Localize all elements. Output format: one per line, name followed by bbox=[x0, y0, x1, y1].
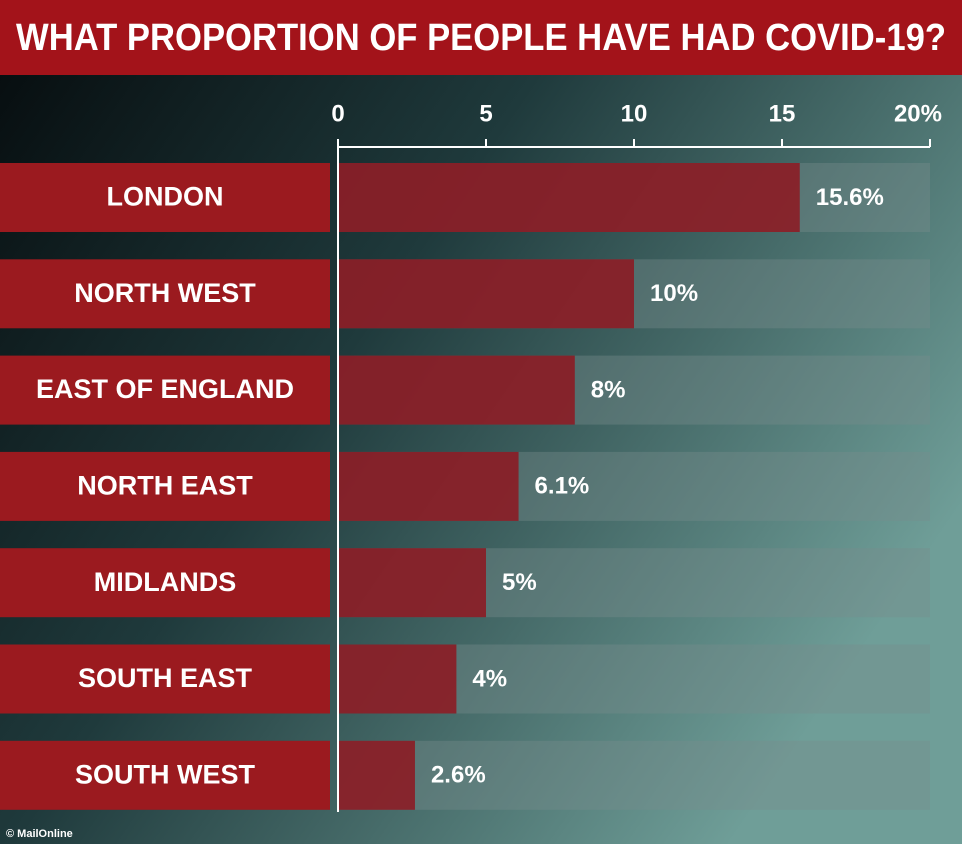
bar-track bbox=[338, 740, 930, 810]
category-box bbox=[0, 451, 330, 521]
category-label: SOUTH EAST bbox=[78, 663, 253, 693]
value-label: 8% bbox=[591, 376, 626, 403]
value-label: 10% bbox=[650, 280, 698, 307]
category-label: SOUTH WEST bbox=[75, 759, 256, 789]
value-label: 2.6% bbox=[431, 762, 486, 789]
value-label: 6.1% bbox=[535, 473, 590, 500]
value-label: 15.6% bbox=[816, 184, 884, 211]
category-label: MIDLANDS bbox=[94, 567, 237, 597]
category-box bbox=[0, 740, 330, 810]
bar bbox=[338, 644, 457, 714]
bar bbox=[338, 259, 634, 329]
bar bbox=[338, 451, 519, 521]
category-box bbox=[0, 644, 330, 714]
chart-title: WHAT PROPORTION OF PEOPLE HAVE HAD COVID… bbox=[16, 17, 946, 59]
x-tick-label: 15 bbox=[769, 100, 796, 127]
value-label: 4% bbox=[472, 665, 507, 692]
category-box bbox=[0, 355, 330, 425]
category-label: NORTH EAST bbox=[77, 471, 253, 501]
x-tick-label: 5 bbox=[479, 100, 492, 127]
category-label: LONDON bbox=[107, 182, 224, 212]
x-tick-label: 20% bbox=[894, 100, 942, 127]
source: © MailOnline bbox=[6, 828, 73, 840]
bar bbox=[338, 548, 486, 618]
value-label: 5% bbox=[502, 569, 537, 596]
bar bbox=[338, 163, 800, 232]
category-label: EAST OF ENGLAND bbox=[36, 374, 294, 404]
bar bbox=[338, 355, 575, 425]
category-box bbox=[0, 259, 330, 329]
x-tick-label: 10 bbox=[621, 100, 648, 127]
bar bbox=[338, 740, 415, 810]
title-bar bbox=[0, 0, 962, 75]
x-tick-label: 0 bbox=[331, 100, 344, 127]
category-box bbox=[0, 163, 330, 232]
category-label: NORTH WEST bbox=[74, 278, 256, 308]
category-box bbox=[0, 548, 330, 618]
